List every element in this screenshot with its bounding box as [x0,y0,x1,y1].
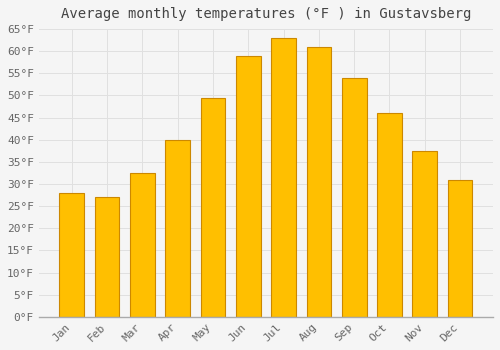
Bar [200,98,226,317]
Bar [130,173,155,317]
Bar [60,193,84,317]
Bar [342,78,366,317]
Bar [448,180,472,317]
Bar [94,197,120,317]
Bar [271,38,296,317]
Bar [412,151,437,317]
Title: Average monthly temperatures (°F ) in Gustavsberg: Average monthly temperatures (°F ) in Gu… [60,7,471,21]
Bar [166,140,190,317]
Bar [236,56,260,317]
Bar [377,113,402,317]
Bar [306,47,331,317]
